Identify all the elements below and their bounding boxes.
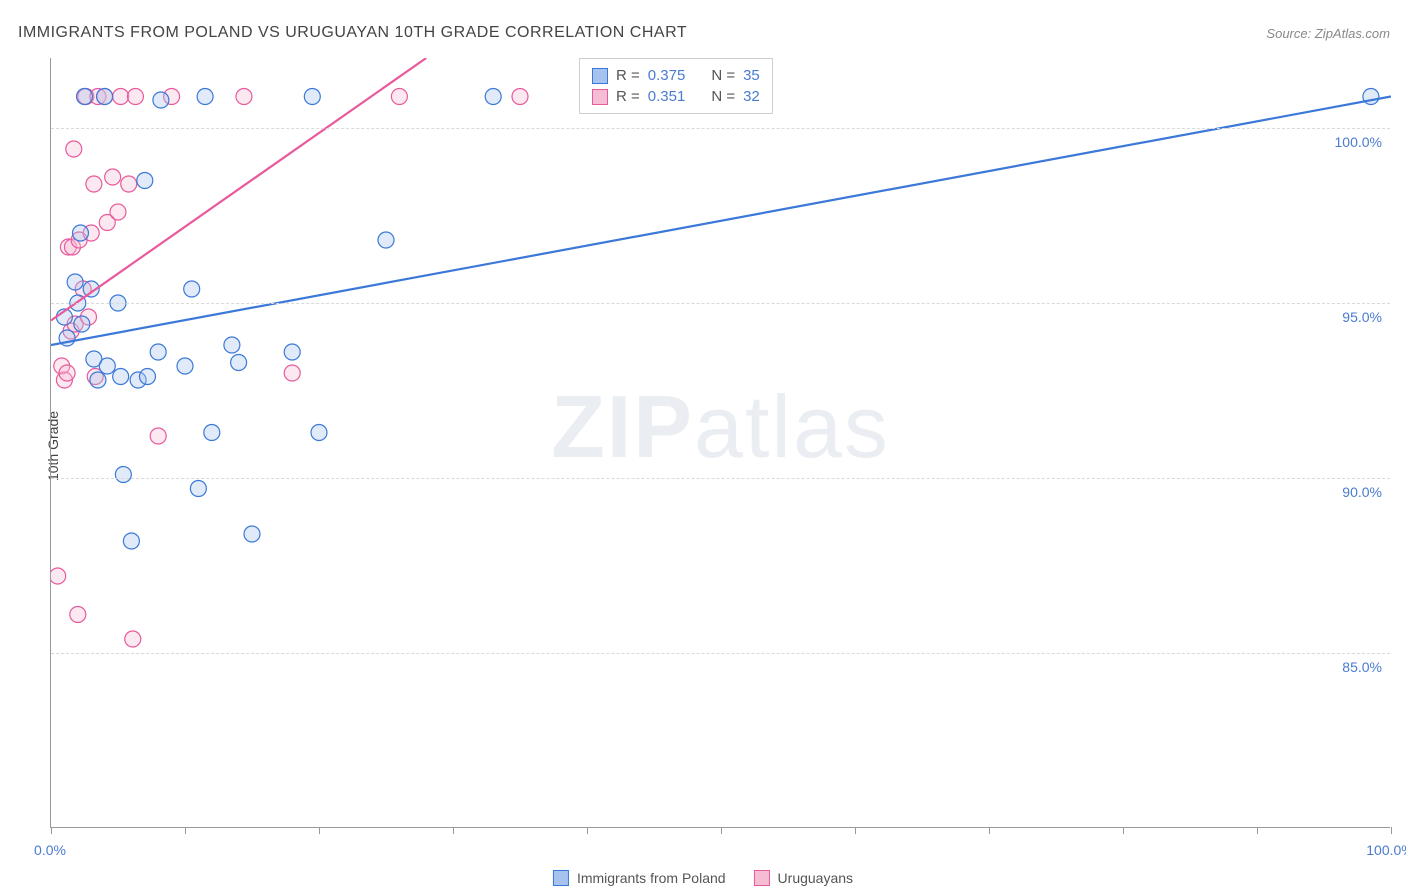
series-legend-label: Uruguayans — [778, 870, 854, 886]
n-label: N = — [711, 88, 735, 105]
r-value: 0.375 — [648, 67, 686, 84]
series-legend-label: Immigrants from Poland — [577, 870, 726, 886]
scatter-point — [105, 169, 121, 185]
gridline-h — [51, 128, 1390, 129]
y-tick-label: 100.0% — [1335, 134, 1382, 150]
scatter-point — [67, 274, 83, 290]
r-value: 0.351 — [648, 88, 686, 105]
scatter-point — [115, 467, 131, 483]
scatter-point — [123, 533, 139, 549]
stat-legend-row: R = 0.351 N = 32 — [592, 86, 760, 107]
scatter-point — [97, 89, 113, 105]
n-label: N = — [711, 67, 735, 84]
scatter-point — [284, 344, 300, 360]
scatter-point — [74, 316, 90, 332]
scatter-point — [90, 372, 106, 388]
scatter-point — [378, 232, 394, 248]
stat-legend: R = 0.375 N = 35 R = 0.351 N = 32 — [579, 58, 773, 114]
n-value: 35 — [743, 67, 760, 84]
chart-title: IMMIGRANTS FROM POLAND VS URUGUAYAN 10TH… — [18, 24, 687, 42]
x-tick — [453, 827, 454, 834]
scatter-point — [137, 173, 153, 189]
y-tick-label: 90.0% — [1342, 484, 1382, 500]
n-value: 32 — [743, 88, 760, 105]
scatter-point — [125, 631, 141, 647]
scatter-point — [66, 141, 82, 157]
x-tick — [855, 827, 856, 834]
series-legend: Immigrants from Poland Uruguayans — [553, 870, 853, 886]
stat-legend-row: R = 0.375 N = 35 — [592, 65, 760, 86]
scatter-point — [77, 89, 93, 105]
scatter-point — [197, 89, 213, 105]
trend-line — [51, 97, 1391, 346]
series-legend-item: Immigrants from Poland — [553, 870, 726, 886]
x-tick — [185, 827, 186, 834]
scatter-point — [284, 365, 300, 381]
source-label: Source: — [1266, 26, 1311, 41]
scatter-point — [113, 89, 129, 105]
source-value: ZipAtlas.com — [1315, 26, 1390, 41]
scatter-point — [184, 281, 200, 297]
scatter-point — [86, 176, 102, 192]
scatter-point — [59, 365, 75, 381]
scatter-point — [127, 89, 143, 105]
plot-area: ZIPatlas R =0.375N =35R =0.351N =32 85.0… — [50, 58, 1390, 828]
chart-svg — [51, 58, 1391, 828]
x-tick-label: 0.0% — [34, 842, 66, 858]
scatter-point — [177, 358, 193, 374]
y-tick-label: 85.0% — [1342, 659, 1382, 675]
scatter-point — [244, 526, 260, 542]
scatter-point — [150, 344, 166, 360]
x-tick — [989, 827, 990, 834]
scatter-point — [224, 337, 240, 353]
scatter-point — [110, 204, 126, 220]
legend-swatch — [592, 89, 608, 105]
scatter-point — [236, 89, 252, 105]
legend-swatch — [754, 870, 770, 886]
scatter-point — [72, 225, 88, 241]
scatter-point — [311, 425, 327, 441]
x-tick — [1391, 827, 1392, 834]
x-tick — [1123, 827, 1124, 834]
scatter-point — [150, 428, 166, 444]
scatter-point — [99, 358, 115, 374]
scatter-point — [391, 89, 407, 105]
scatter-point — [121, 176, 137, 192]
scatter-point — [113, 369, 129, 385]
scatter-point — [139, 369, 155, 385]
scatter-point — [153, 92, 169, 108]
x-tick-label: 100.0% — [1366, 842, 1406, 858]
scatter-point — [204, 425, 220, 441]
x-tick — [1257, 827, 1258, 834]
scatter-point — [190, 481, 206, 497]
scatter-point — [70, 607, 86, 623]
scatter-point — [304, 89, 320, 105]
x-tick — [721, 827, 722, 834]
x-tick — [319, 827, 320, 834]
x-tick — [51, 827, 52, 834]
series-legend-item: Uruguayans — [754, 870, 854, 886]
r-label: R = — [616, 67, 640, 84]
source-attribution: Source: ZipAtlas.com — [1266, 26, 1390, 41]
y-tick-label: 95.0% — [1342, 309, 1382, 325]
gridline-h — [51, 653, 1390, 654]
scatter-point — [231, 355, 247, 371]
gridline-h — [51, 478, 1390, 479]
scatter-point — [512, 89, 528, 105]
r-label: R = — [616, 88, 640, 105]
legend-swatch — [553, 870, 569, 886]
gridline-h — [51, 303, 1390, 304]
x-tick — [587, 827, 588, 834]
scatter-point — [51, 568, 66, 584]
legend-swatch — [592, 68, 608, 84]
scatter-point — [485, 89, 501, 105]
